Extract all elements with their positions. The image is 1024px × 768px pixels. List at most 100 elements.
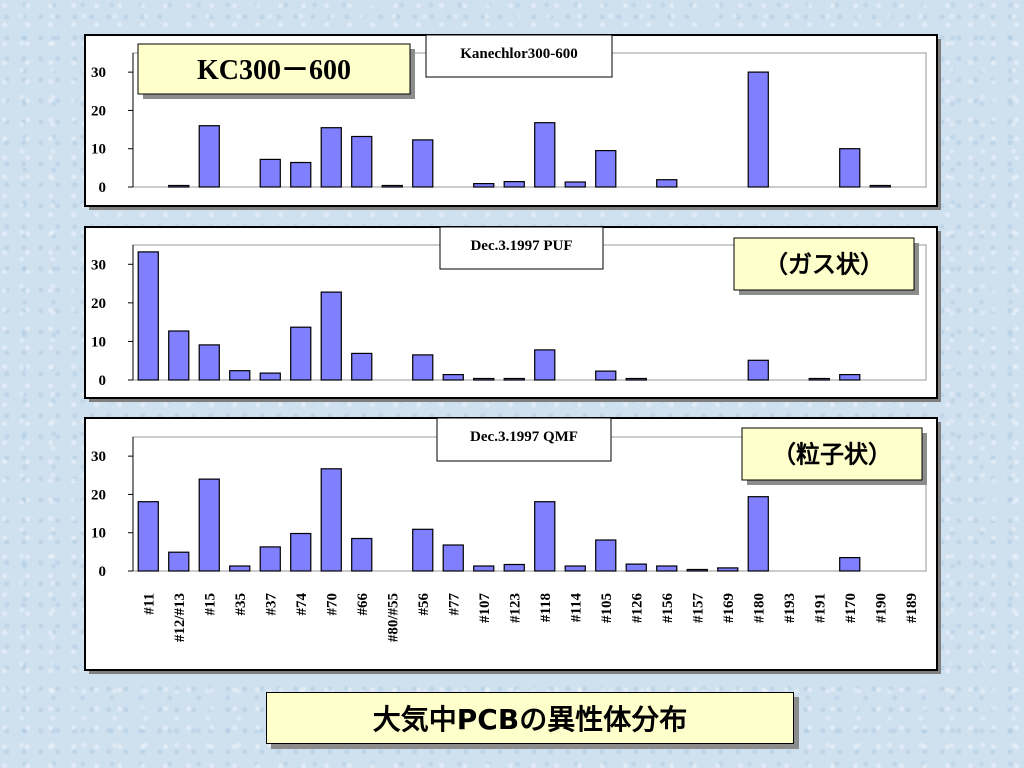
bar-170 [839, 148, 861, 188]
bar-118 [534, 501, 556, 572]
x-tick-label: #77 [446, 593, 462, 616]
x-tick-label: #180 [751, 593, 767, 623]
x-tick-label: #170 [843, 593, 859, 623]
x-tick-label: #114 [568, 593, 584, 623]
x-tick-label: #66 [355, 593, 371, 616]
x-tick-label: #123 [507, 593, 523, 623]
x-tick-label: #107 [477, 593, 493, 624]
badge-box [137, 43, 411, 95]
legend-label: Dec.3.1997 QMF [470, 429, 578, 445]
bar-190 [869, 184, 891, 188]
chart-panel-2: 0 10 20 30 Dec.3.1997 PUF （ガス状） [84, 226, 941, 402]
bar-66 [351, 135, 373, 188]
bar-105 [595, 539, 617, 572]
badge-label: KC300－600 [197, 55, 351, 86]
y-tick-label: 0 [99, 180, 107, 196]
bar-56 [412, 528, 434, 572]
bar-8055 [381, 184, 403, 188]
y-tick-label: 0 [99, 373, 107, 389]
x-tick-label: #56 [416, 593, 432, 616]
x-tick-label: #157 [690, 593, 706, 624]
bar-1213 [168, 330, 190, 381]
legend-label: Dec.3.1997 PUF [470, 238, 572, 254]
badge-label: （粒子状） [772, 441, 892, 469]
x-tick-label: #70 [324, 593, 340, 616]
bar-170 [839, 556, 861, 572]
y-tick-label: 10 [91, 526, 106, 542]
x-tick-label: #74 [294, 593, 310, 616]
legend-box [439, 226, 604, 270]
y-tick-label: 10 [91, 334, 106, 350]
bar-35 [229, 565, 251, 572]
bar-170 [839, 374, 861, 381]
bar-15 [198, 344, 220, 381]
x-tick-label: #15 [202, 593, 218, 616]
x-tick-label: #35 [233, 593, 249, 616]
x-tick-label: #126 [629, 593, 645, 624]
bar-114 [564, 181, 586, 188]
bar-66 [351, 352, 373, 381]
y-tick-label: 30 [91, 449, 106, 465]
bar-157 [686, 568, 708, 572]
y-tick-label: 20 [91, 296, 106, 312]
bar-70 [320, 291, 342, 381]
bar-1213 [168, 551, 190, 572]
bar-70 [320, 468, 342, 572]
bar-1213 [168, 184, 190, 188]
legend-box [436, 417, 612, 462]
bar-180 [747, 71, 769, 188]
bar-77 [442, 374, 464, 381]
bar-74 [290, 532, 312, 572]
bar-123 [503, 377, 525, 381]
x-tick-label: #118 [538, 593, 554, 622]
bar-156 [656, 179, 678, 188]
badge-box [741, 427, 923, 481]
y-tick-label: 0 [99, 564, 107, 580]
bar-123 [503, 563, 525, 572]
bar-114 [564, 565, 586, 572]
x-tick-label: #190 [873, 593, 889, 623]
bar-156 [656, 565, 678, 572]
x-tick-label: #156 [660, 593, 676, 624]
chart-panel-3: 0 10 20 30 Dec.3.1997 QMF （粒子状） #11 #12/#13 #15 #… [84, 417, 941, 674]
bar-35 [229, 370, 251, 381]
bar-169 [717, 567, 739, 572]
badge-box [733, 237, 915, 291]
chart-panel-1: 0 10 20 30 Kanechlor300-600 KC300－600 [84, 34, 941, 210]
bar-74 [290, 326, 312, 381]
bar-107 [473, 183, 495, 188]
bar-180 [747, 359, 769, 381]
bar-107 [473, 565, 495, 572]
legend-box [425, 34, 613, 78]
bar-66 [351, 537, 373, 572]
badge-label: （ガス状） [764, 252, 884, 279]
bar-15 [198, 125, 220, 188]
x-tick-label: #191 [812, 593, 828, 623]
bar-105 [595, 370, 617, 381]
x-tick-label: #189 [904, 593, 920, 623]
footer-title: 大気中PCBの異性体分布 [372, 703, 688, 736]
bar-37 [259, 372, 281, 381]
bar-126 [625, 377, 647, 381]
x-tick-label: #37 [263, 593, 279, 616]
x-tick-label: #12/#13 [172, 593, 188, 642]
bar-56 [412, 139, 434, 188]
bar-118 [534, 122, 556, 188]
x-tick-label: #105 [599, 593, 615, 623]
x-tick-label: #80/#55 [385, 593, 401, 642]
x-tick-label: #11 [141, 593, 157, 615]
x-tick-label: #169 [721, 593, 737, 623]
bar-74 [290, 161, 312, 188]
footer-title-box: 大気中PCBの異性体分布 [266, 692, 794, 744]
bar-15 [198, 478, 220, 572]
bar-191 [808, 377, 830, 381]
bar-37 [259, 158, 281, 188]
y-tick-label: 30 [91, 65, 106, 81]
y-tick-label: 20 [91, 487, 106, 503]
bar-107 [473, 377, 495, 381]
bar-123 [503, 181, 525, 188]
y-tick-label: 10 [91, 142, 106, 158]
bar-11 [137, 501, 159, 572]
bar-105 [595, 150, 617, 188]
bar-37 [259, 546, 281, 572]
